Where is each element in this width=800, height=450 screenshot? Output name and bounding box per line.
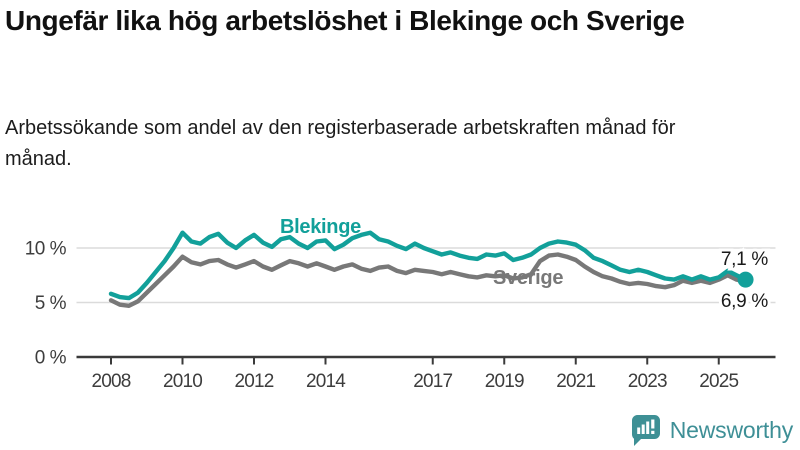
blekinge-series-label: Blekinge (280, 216, 361, 238)
y-axis-label-5: 5 % (35, 293, 67, 314)
blekinge-end-value-label: 7,1 % (721, 249, 768, 270)
newsworthy-brand[interactable]: Newsworthy (631, 414, 793, 446)
sverige-series-label: Sverige (493, 267, 563, 289)
y-axis-label-0: 0 % (35, 348, 67, 369)
x-axis-label-2008: 2008 (91, 371, 130, 392)
x-axis-label-2010: 2010 (163, 371, 202, 392)
x-axis-label-2023: 2023 (628, 371, 667, 392)
page-title: Ungefär lika hög arbetslöshet i Blekinge… (5, 5, 685, 36)
x-axis-label-2012: 2012 (234, 371, 273, 392)
chart-subtitle: Arbetssökande som andel av den registerb… (5, 117, 676, 170)
x-axis-label-2025: 2025 (699, 371, 738, 392)
x-axis-label-2014: 2014 (306, 371, 346, 392)
x-axis-label-2019: 2019 (485, 371, 524, 392)
brand-name: Newsworthy (669, 416, 793, 443)
sverige-end-value-label: 6,9 % (721, 291, 768, 312)
x-axis-label-2021: 2021 (556, 371, 595, 392)
x-axis-label-2017: 2017 (413, 371, 452, 392)
sverige-line (108, 252, 748, 308)
y-axis-label-10: 10 % (25, 239, 67, 260)
newsworthy-chart-bubble-icon (631, 415, 660, 446)
blekinge-line (108, 230, 748, 301)
blekinge-end-dot (737, 271, 754, 288)
